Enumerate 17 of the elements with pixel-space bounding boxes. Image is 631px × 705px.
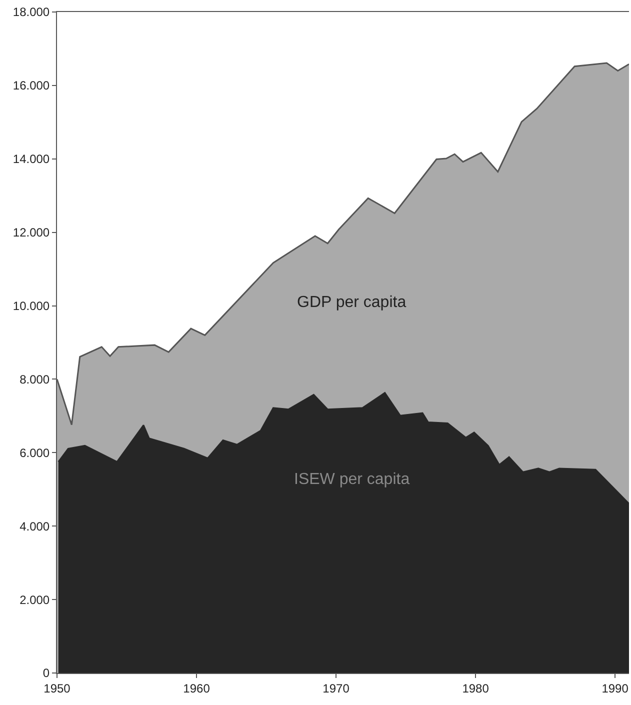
x-tick-label: 1950 — [44, 681, 71, 696]
y-tick-label: 18.000 — [12, 5, 50, 20]
y-tick-label: 12.000 — [12, 226, 50, 240]
y-tick-label: 0 — [42, 666, 50, 680]
y-tick-label: 14.000 — [12, 152, 50, 166]
series-label: GDP per capita — [297, 294, 406, 311]
x-tick-label: 1980 — [462, 681, 490, 696]
series-label: ISEW per capita — [294, 471, 410, 488]
x-tick-label: 1970 — [322, 681, 350, 696]
x-tick-label: 1990 — [602, 681, 629, 696]
y-tick-label: 8.000 — [20, 372, 50, 386]
x-tick-label: 1960 — [183, 681, 210, 696]
y-tick-label: 16.000 — [12, 78, 50, 93]
y-tick-label: 10.000 — [12, 298, 50, 313]
y-tick-label: 2.000 — [20, 592, 50, 607]
y-tick-label: 4.000 — [20, 519, 50, 534]
y-tick-label: 6.000 — [20, 446, 50, 460]
